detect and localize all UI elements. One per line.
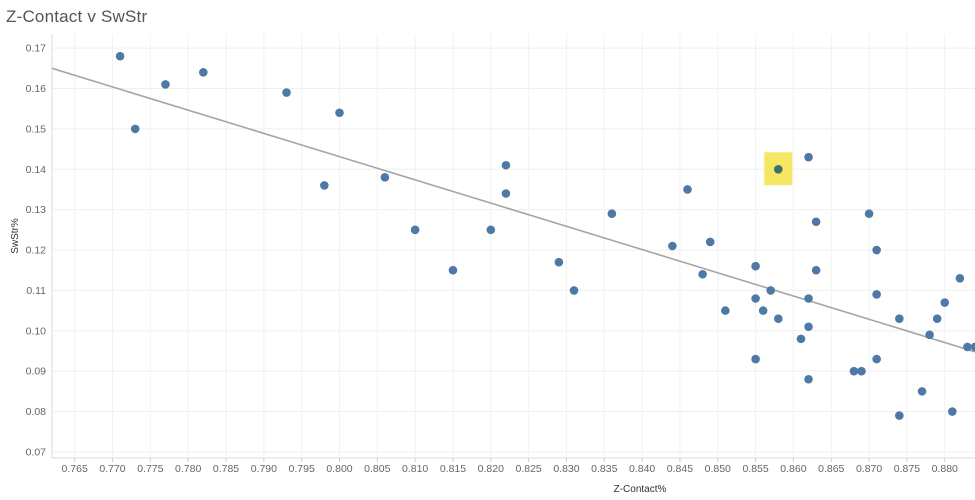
data-point[interactable] — [115, 51, 125, 61]
data-point[interactable] — [872, 354, 881, 364]
data-point[interactable] — [932, 314, 942, 323]
data-point[interactable] — [668, 241, 677, 251]
x-tick-label: 0.770 — [99, 463, 125, 475]
x-tick-label: 0.845 — [667, 463, 693, 475]
x-tick-label: 0.835 — [591, 463, 617, 475]
x-tick-label: 0.785 — [213, 463, 239, 475]
x-axis-title: Z-Contact% — [614, 484, 667, 495]
data-point[interactable] — [804, 294, 813, 303]
x-tick-label: 0.805 — [364, 463, 390, 475]
x-tick-label: 0.865 — [818, 463, 844, 475]
x-tick-label: 0.880 — [932, 463, 958, 475]
data-point[interactable] — [849, 366, 859, 376]
data-point[interactable] — [895, 411, 904, 420]
data-point[interactable] — [554, 257, 564, 267]
data-point[interactable] — [766, 286, 776, 295]
data-point[interactable] — [448, 265, 458, 275]
data-point[interactable] — [811, 217, 821, 227]
data-point[interactable] — [335, 108, 344, 118]
data-point[interactable] — [758, 306, 768, 315]
data-point[interactable] — [698, 269, 707, 279]
data-point[interactable] — [410, 225, 420, 235]
y-tick-label: 0.13 — [26, 204, 47, 216]
data-point[interactable] — [970, 342, 975, 352]
x-tick-label: 0.870 — [856, 463, 882, 475]
x-tick-label: 0.855 — [742, 463, 768, 475]
data-point[interactable] — [917, 387, 927, 396]
data-point[interactable] — [705, 237, 715, 247]
trend-line-layer — [51, 67, 975, 353]
data-points — [115, 51, 975, 420]
data-point[interactable] — [963, 342, 972, 352]
data-point[interactable] — [751, 294, 760, 303]
data-point[interactable] — [161, 80, 170, 89]
y-tick-label: 0.12 — [26, 245, 47, 257]
x-tick-label: 0.795 — [289, 463, 315, 475]
data-point[interactable] — [857, 366, 866, 376]
y-tick-label: 0.08 — [26, 406, 47, 418]
x-tick-label: 0.850 — [705, 463, 731, 475]
x-tick-label: 0.800 — [326, 463, 352, 475]
data-point[interactable] — [282, 88, 291, 97]
y-tick-label: 0.09 — [26, 366, 47, 378]
data-point[interactable] — [773, 314, 783, 323]
x-tick-label: 0.765 — [62, 463, 88, 475]
data-point[interactable] — [569, 286, 579, 295]
data-point[interactable] — [683, 185, 692, 194]
grid — [51, 34, 975, 462]
x-axis-ticks: 0.765 0.770 0.775 0.780 0.785 0.790 0.795 0.800… — [62, 463, 958, 475]
data-point[interactable] — [796, 334, 806, 344]
y-axis-ticks: 0.17 0.16 0.15 0.14 0.13 0.12 0.11 0.10 0.09 0.08… — [26, 43, 47, 459]
data-point[interactable] — [320, 181, 329, 190]
x-tick-label: 0.830 — [553, 463, 579, 475]
y-tick-label: 0.07 — [26, 446, 47, 458]
y-tick-label: 0.11 — [26, 285, 46, 297]
data-point[interactable] — [486, 225, 496, 235]
x-tick-label: 0.810 — [402, 463, 428, 475]
trend-line — [51, 67, 975, 353]
data-point[interactable] — [948, 407, 957, 416]
data-point[interactable] — [811, 265, 821, 275]
x-tick-label: 0.820 — [478, 463, 504, 475]
data-point[interactable] — [199, 68, 208, 77]
highlighted-data-point[interactable] — [773, 164, 783, 174]
x-tick-label: 0.860 — [780, 463, 806, 475]
data-point[interactable] — [872, 245, 881, 255]
data-point[interactable] — [501, 160, 511, 170]
data-point[interactable] — [925, 330, 934, 340]
y-tick-label: 0.16 — [26, 83, 47, 95]
y-tick-label: 0.15 — [26, 123, 47, 135]
data-point[interactable] — [130, 124, 140, 134]
data-point[interactable] — [804, 374, 813, 384]
data-point[interactable] — [804, 152, 813, 162]
data-point[interactable] — [607, 209, 617, 218]
data-point[interactable] — [872, 290, 881, 299]
data-point[interactable] — [380, 173, 390, 182]
data-point[interactable] — [501, 189, 511, 198]
x-tick-label: 0.875 — [894, 463, 920, 475]
x-tick-label: 0.790 — [251, 463, 277, 475]
y-tick-label: 0.17 — [26, 43, 47, 55]
data-point[interactable] — [940, 298, 950, 307]
data-point[interactable] — [804, 322, 813, 332]
y-tick-label: 0.10 — [26, 325, 47, 337]
data-point[interactable] — [864, 209, 874, 218]
x-tick-label: 0.775 — [137, 463, 163, 475]
data-point[interactable] — [751, 354, 760, 364]
x-tick-label: 0.825 — [515, 463, 541, 475]
data-point[interactable] — [721, 306, 730, 315]
x-tick-label: 0.840 — [629, 463, 655, 475]
y-tick-label: 0.14 — [26, 164, 47, 176]
data-point[interactable] — [955, 274, 965, 283]
y-axis-title: SwStr% — [10, 218, 21, 254]
chart-title: Z-Contact v SwStr — [6, 7, 148, 26]
data-point[interactable] — [751, 261, 760, 271]
data-point[interactable] — [895, 314, 904, 323]
x-tick-label: 0.815 — [440, 463, 466, 475]
x-tick-label: 0.780 — [175, 463, 201, 475]
